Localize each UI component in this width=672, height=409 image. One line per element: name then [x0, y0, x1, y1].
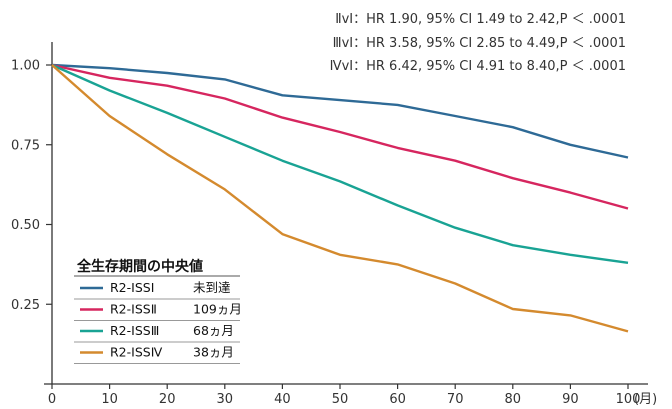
y-tick-label: 1.00	[11, 59, 40, 74]
y-tick-label: 0.50	[11, 218, 40, 233]
legend-median-value: 109ヵ月	[193, 302, 242, 317]
x-tick-label: 60	[389, 392, 406, 407]
x-tick-label: 10	[101, 392, 118, 407]
legend-series-name: R2-ISSⅡ	[110, 302, 157, 317]
series-line-1	[51, 63, 629, 159]
x-tick-label: 80	[505, 392, 522, 407]
x-unit-label: (月)	[634, 392, 657, 407]
hr-annotation-2v1: ⅡvⅠ：HR 1.90, 95% CI 1.49 to 2.42,P ＜ .00…	[335, 12, 626, 27]
x-tick-label: 90	[562, 392, 579, 407]
hr-annotation-3v1: ⅢvⅠ：HR 3.58, 95% CI 2.85 to 4.49,P ＜ .00…	[333, 36, 626, 51]
y-tick-label: 0.25	[11, 298, 40, 313]
legend-series-name: R2-ISSⅠ	[110, 280, 154, 295]
hazard-ratio-annotations: ⅡvⅠ：HR 1.90, 95% CI 1.49 to 2.42,P ＜ .00…	[330, 12, 626, 74]
x-tick-label: 30	[217, 392, 234, 407]
legend-title: 全生存期間の中央値	[76, 258, 203, 275]
x-tick-label: 50	[332, 392, 349, 407]
legend-median-value: 68ヵ月	[193, 323, 234, 338]
legend-entries: R2-ISSⅠ 未到達 R2-ISSⅡ 109ヵ月 R2-ISSⅢ 68ヵ月 R2-ISSⅣ…	[74, 280, 242, 364]
legend-median-value: 未到達	[193, 280, 231, 295]
series-lines	[51, 63, 629, 333]
x-tick-label: 0	[48, 392, 56, 407]
legend-series-name: R2-ISSⅢ	[110, 323, 159, 338]
series-line-4	[51, 64, 629, 333]
series-line-2	[51, 63, 629, 210]
y-tick-label: 0.75	[11, 138, 40, 153]
x-tick-label: 40	[274, 392, 291, 407]
legend: 全生存期間の中央値 R2-ISSⅠ 未到達 R2-ISSⅡ 109ヵ月 R2-ISSⅢ 6…	[74, 251, 242, 369]
x-tick-label: 20	[159, 392, 176, 407]
legend-median-value: 38ヵ月	[193, 345, 234, 360]
series-line-3	[51, 63, 629, 264]
x-tick-label: 70	[447, 392, 464, 407]
x-ticks: 0 10 20 30 40 50 60 70 80 90 100	[48, 384, 641, 407]
axes	[44, 42, 648, 385]
hr-annotation-4v1: ⅣvⅠ：HR 6.42, 95% CI 4.91 to 8.40,P ＜ .00…	[330, 59, 626, 74]
legend-series-name: R2-ISSⅣ	[110, 345, 163, 360]
y-ticks: 0.25 0.50 0.75 1.00	[11, 59, 52, 313]
x-tick-label: 100	[616, 392, 641, 407]
